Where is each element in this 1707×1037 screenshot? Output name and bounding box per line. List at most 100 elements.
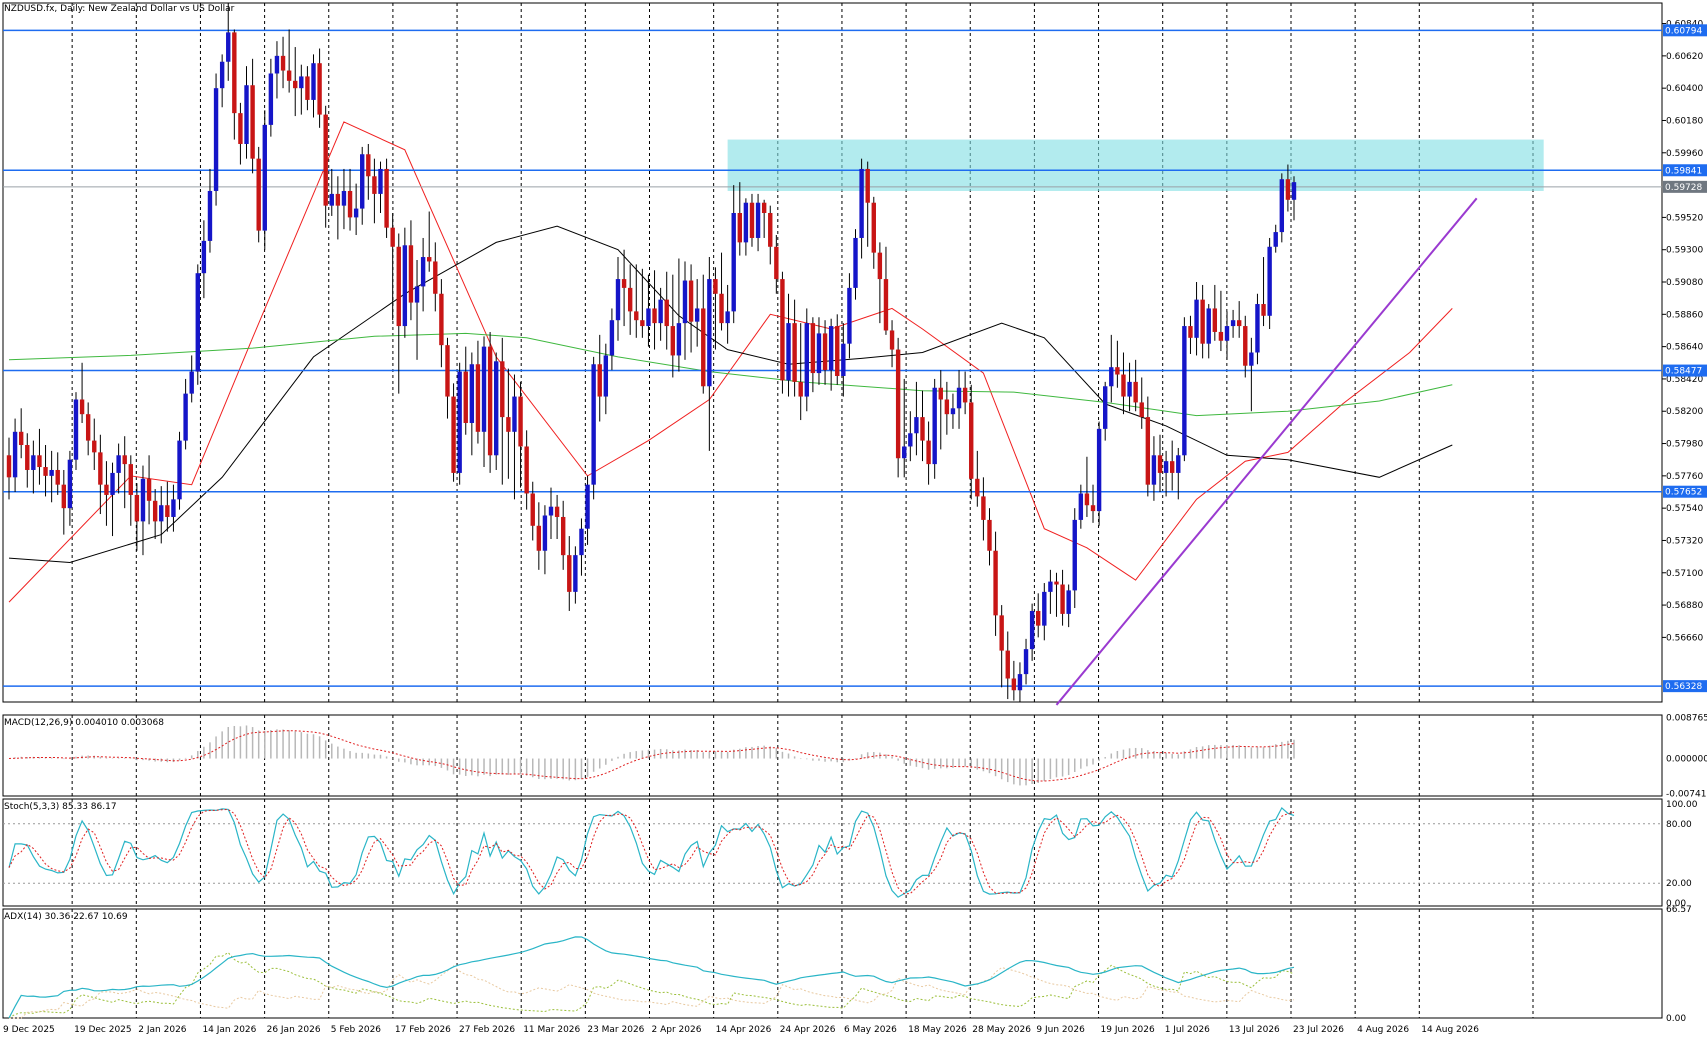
candle (49, 450, 54, 503)
candle (104, 461, 109, 526)
candle-body (652, 308, 657, 324)
candle-body (1163, 461, 1169, 473)
moving-average-line (8, 121, 1453, 603)
candle (335, 176, 341, 240)
candle (1005, 631, 1010, 700)
time-tick-label: 14 Jan 2026 (202, 1025, 256, 1035)
candle-body (463, 371, 468, 423)
candle (603, 343, 609, 415)
candle-body (737, 212, 742, 243)
candle (475, 340, 481, 444)
candle (1036, 593, 1041, 638)
price-tick-label: 0.56660 (1666, 633, 1703, 643)
candle-body (707, 279, 712, 387)
candle (85, 402, 91, 456)
candle-body (615, 279, 621, 321)
level-price-tag (1663, 680, 1707, 693)
candle-body (731, 212, 736, 312)
candle-body (110, 472, 115, 495)
candle-body (1066, 590, 1071, 614)
candle (993, 531, 998, 636)
candle-body (323, 114, 328, 206)
candle-body (1036, 610, 1041, 626)
price-tick-label: 0.58200 (1666, 407, 1703, 417)
candle (1176, 447, 1181, 500)
candle-body (335, 193, 341, 206)
candle (414, 259, 420, 360)
candle-body (360, 154, 365, 209)
candle (1048, 569, 1053, 614)
candle-body (542, 515, 548, 551)
candle-body (165, 505, 170, 517)
candle-body (1029, 610, 1035, 650)
candle (597, 334, 602, 422)
candle-body (420, 257, 426, 287)
main-price-pane: 0.608400.606200.604000.601800.599600.595… (2, 2, 1707, 706)
candle (122, 436, 127, 509)
candle (865, 161, 870, 247)
candle (743, 198, 749, 256)
candle-body (1267, 246, 1272, 316)
macd-axis-label: 0.000000 (1666, 755, 1707, 765)
candle (591, 356, 596, 500)
candle (755, 193, 761, 252)
candle (1090, 484, 1096, 523)
candle (835, 314, 840, 385)
time-tick-label: 19 Dec 2025 (74, 1025, 131, 1035)
candle (688, 264, 694, 353)
candle (250, 58, 255, 174)
candle-body (1151, 455, 1157, 485)
candle (256, 146, 261, 243)
candle (615, 257, 621, 341)
candle (670, 274, 676, 378)
candle-body (1218, 331, 1224, 341)
candle (420, 237, 426, 312)
candle (1096, 421, 1102, 526)
candle (439, 279, 444, 368)
candle-body (73, 399, 79, 460)
candle-body (1054, 581, 1059, 585)
candle (232, 29, 237, 140)
candle (889, 320, 895, 368)
candle (1285, 164, 1291, 212)
candle-body (962, 387, 968, 403)
candle (207, 168, 213, 253)
candle (274, 41, 280, 99)
candle-body (1279, 179, 1285, 233)
candle (1267, 237, 1272, 330)
candle (652, 270, 657, 350)
current-price-label: 0.59728 (1665, 183, 1702, 193)
time-tick-label: 27 Feb 2026 (459, 1025, 515, 1035)
candle-body (1157, 455, 1163, 473)
candle-body (457, 371, 462, 473)
candle (926, 421, 931, 485)
level-price-tag (1663, 485, 1707, 498)
candle (195, 264, 200, 385)
candle-body (1109, 367, 1114, 387)
stoch-frame (2, 798, 1663, 907)
candle (140, 465, 146, 556)
candle-body (49, 469, 54, 476)
candle (634, 264, 639, 338)
candle (1121, 352, 1126, 415)
adx-minus-di-line (9, 965, 1295, 1019)
candle (512, 374, 517, 500)
candle-body (293, 80, 298, 89)
time-tick-label: 1 Jul 2026 (1165, 1025, 1210, 1035)
candle-body (280, 55, 286, 71)
candle-body (43, 467, 48, 476)
candle-body (390, 227, 395, 247)
adx-axis-label: 66.57 (1666, 905, 1692, 915)
candle-body (530, 493, 535, 526)
candle (280, 36, 286, 89)
candle (731, 185, 736, 324)
candle (914, 381, 919, 456)
candle-body (1078, 493, 1084, 520)
candle-body (1291, 182, 1297, 200)
candle (1273, 224, 1278, 253)
candle-body (786, 323, 791, 381)
candle (396, 233, 401, 394)
candle (1182, 317, 1187, 462)
candle (761, 199, 767, 238)
